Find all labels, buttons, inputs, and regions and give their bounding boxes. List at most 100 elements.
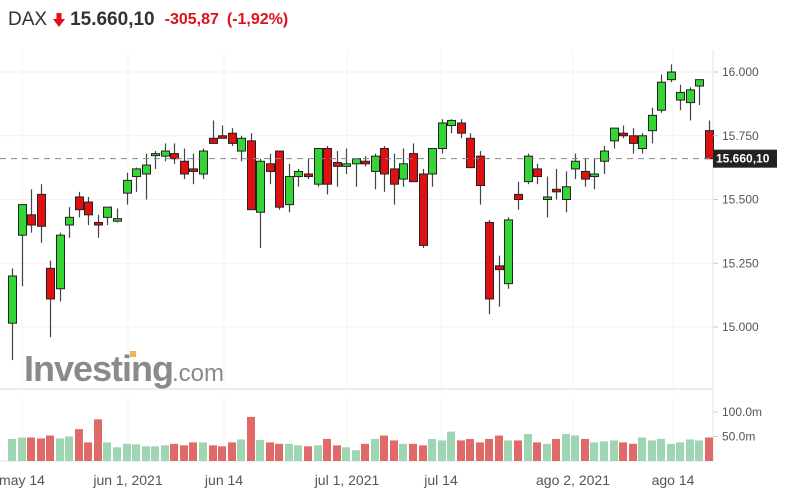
current-price-tag: 15.660,10 [713,149,777,168]
volume-bar [56,438,64,461]
volume-bar [447,431,455,461]
volume-bars [8,416,713,461]
volume-axis: 100.0m 50.0m [713,405,762,444]
price-change: -305,87 [164,11,219,28]
volume-bar [533,442,541,461]
price-change-percent: (-1,92%) [226,11,289,28]
volume-bar [18,437,26,461]
logo-text: Investing [24,348,173,389]
candle [180,148,189,180]
volume-bar [495,435,503,461]
candle [476,151,485,205]
candle [65,207,74,238]
volume-bar [514,440,522,461]
candle [619,125,628,139]
candle [457,119,466,139]
symbol-name: DAX [8,9,48,30]
volume-bar [94,419,102,461]
candle [94,214,103,238]
candle [600,145,609,174]
volume-bar [419,445,427,461]
candle [285,163,294,213]
volume-bar [409,443,417,461]
volume-bar [352,450,360,461]
candle [170,143,179,164]
date-tick-label: may 14 [0,472,45,488]
volume-bar [170,443,178,461]
candle [648,107,657,144]
volume-bar [256,439,264,461]
volume-bar [189,442,197,461]
volume-tick-label: 100.0m [722,405,762,419]
candle [84,196,93,225]
volume-bar [543,443,551,461]
candle [294,168,303,187]
candle [275,150,284,210]
candle [142,153,151,200]
candle [342,148,351,174]
volume-bar [151,446,159,461]
candle [103,206,112,225]
volume-bar [228,442,236,461]
volume-bar [581,438,589,461]
candle [333,151,342,187]
candle [132,167,141,192]
candle [247,133,256,211]
arrow-down-icon [53,13,66,27]
candle [304,158,313,180]
candle [705,120,714,160]
candle [380,145,389,192]
candle [56,232,65,302]
candle [75,191,84,218]
volume-bar [84,442,92,461]
candle [610,127,619,149]
volume-bar [209,445,217,461]
candle [113,208,122,223]
candle [485,219,494,315]
candle [399,148,408,187]
price-tick-label: 15.750 [722,129,759,143]
volume-bar [619,442,627,461]
volume-bar [686,439,694,461]
volume-bar [648,440,656,461]
candle [590,158,599,190]
candle [8,268,17,361]
volume-bar [294,445,302,461]
candle [352,158,361,187]
candle [409,143,418,183]
price-axis: 16.000 15.750 15.500 15.250 15.000 [713,65,759,334]
candle [466,133,475,169]
volume-bar [103,442,111,461]
candle [428,148,437,187]
volume-bar [667,443,675,461]
candle [495,255,504,307]
last-price: 15.660,10 [70,9,155,30]
logo-dot-icon [130,351,136,357]
volume-bar [27,437,35,461]
volume-bar [266,442,274,461]
volume-bar [457,440,465,461]
candle [695,79,704,106]
current-price-label: 15.660,10 [716,152,770,166]
volume-bar [247,416,255,461]
candle [18,204,27,287]
grid-lines [0,50,714,462]
candle [667,64,676,83]
volume-bar [65,436,73,461]
candle [390,153,399,205]
candle [686,87,695,121]
volume-bar [46,435,54,461]
candle [199,148,208,180]
candle [314,148,323,187]
logo-suffix: .com [172,360,224,387]
volume-bar [390,440,398,461]
date-tick-label: jun 1, 2021 [92,472,162,488]
volume-bar [75,429,83,461]
volume-bar [504,440,512,461]
candle [514,181,523,210]
volume-bar [285,443,293,461]
volume-bar [638,437,646,461]
volume-bar [237,439,245,461]
volume-bar [161,445,169,461]
